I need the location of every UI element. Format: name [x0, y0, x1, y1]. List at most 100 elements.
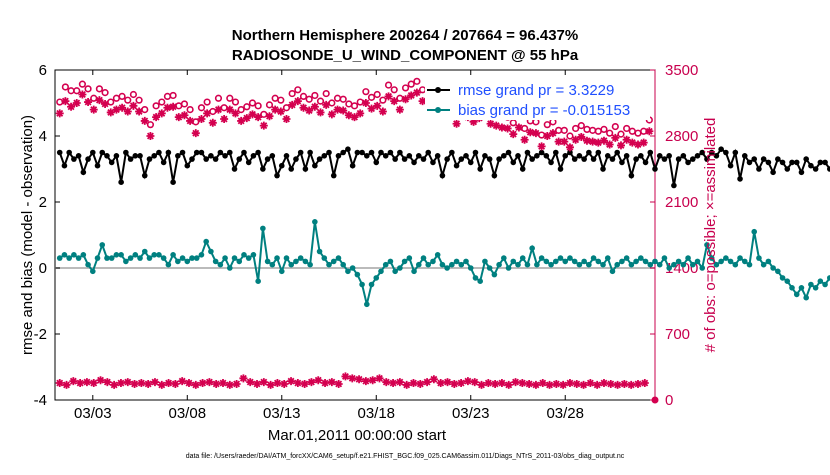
obs-assimilated-low-marker	[361, 377, 370, 386]
obs-assimilated-marker	[554, 137, 563, 146]
obs-assimilated-low-marker	[593, 380, 602, 389]
rmse-point	[250, 153, 257, 159]
bias-point	[732, 261, 739, 268]
rmse-point	[515, 153, 521, 159]
obs-assimilated-low-marker	[531, 380, 540, 389]
obs-assimilated-marker	[78, 90, 87, 99]
rmse-point	[208, 153, 214, 159]
obs-assimilated-low-marker	[293, 379, 302, 388]
rmse-point	[623, 153, 630, 159]
bias-point	[80, 252, 87, 258]
rmse-point	[576, 153, 583, 159]
rmse-point	[789, 159, 795, 166]
obs-assimilated-low-marker	[572, 379, 581, 388]
obs-assimilated-marker	[293, 97, 302, 106]
y-right-tick-label: 2800	[665, 128, 698, 145]
obs-assimilated-low-marker	[525, 379, 534, 388]
rmse-point	[534, 153, 540, 159]
obs-possible-marker	[572, 124, 580, 133]
bias-point	[66, 255, 72, 261]
obs-possible-marker	[282, 104, 291, 112]
bias-point	[179, 255, 186, 261]
x-tick-label: 03/13	[263, 405, 301, 422]
obs-possible-marker	[243, 103, 251, 111]
obs-assimilated-marker	[135, 107, 144, 116]
rmse-point	[510, 159, 517, 166]
obs-assimilated-marker	[254, 113, 263, 122]
obs-assimilated-marker	[259, 121, 268, 130]
rmse-point	[638, 153, 644, 159]
obs-assimilated-marker	[322, 100, 331, 109]
rmse-point	[633, 156, 639, 162]
rmse-point	[727, 162, 734, 169]
rmse-point	[420, 156, 427, 162]
obs-possible-marker	[265, 101, 274, 109]
rmse-point	[675, 156, 682, 162]
rmse-point	[505, 149, 512, 156]
rmse-point	[175, 153, 181, 159]
obs-assimilated-low-marker	[82, 378, 91, 387]
bias-point	[212, 258, 219, 265]
bias-point	[415, 261, 422, 268]
bias-point	[278, 268, 285, 275]
bias-point	[89, 268, 96, 275]
bias-point	[793, 291, 800, 298]
legend-rmse-marker	[435, 87, 441, 93]
obs-assimilated-low-marker	[477, 380, 486, 389]
rmse-point	[449, 149, 455, 156]
rmse-point	[453, 162, 460, 169]
bias-point	[741, 258, 748, 265]
obs-assimilated-marker	[112, 105, 121, 114]
obs-assimilated-marker	[378, 107, 387, 116]
rmse-point	[595, 149, 602, 156]
rmse-point	[458, 156, 465, 162]
rmse-point	[165, 149, 172, 156]
bias-point	[817, 278, 824, 285]
obs-assimilated-marker	[55, 109, 64, 118]
obs-assimilated-low-marker	[436, 379, 445, 388]
obs-assimilated-low-marker	[565, 379, 574, 388]
bias-point	[595, 258, 602, 265]
obs-assimilated-marker	[220, 115, 229, 124]
bias-point	[623, 255, 630, 261]
rmse-point	[765, 159, 772, 166]
rmse-point	[609, 156, 616, 162]
obs-assimilated-low-marker	[76, 379, 85, 388]
rmse-point	[482, 153, 488, 159]
obs-assimilated-low-marker	[55, 379, 64, 388]
bias-point	[760, 261, 767, 268]
obs-assimilated-low-marker	[633, 379, 642, 388]
bias-point	[349, 265, 356, 271]
rmse-point	[803, 156, 809, 162]
obs-possible-marker	[577, 122, 585, 130]
rmse-point	[628, 172, 635, 179]
bias-point	[482, 258, 488, 265]
obs-possible-marker	[214, 94, 223, 102]
bias-point	[297, 255, 304, 261]
obs-assimilated-marker	[265, 112, 274, 121]
rmse-point	[241, 149, 247, 156]
obs-assimilated-marker	[350, 113, 359, 122]
obs-possible-marker	[401, 84, 410, 92]
obs-assimilated-low-marker	[130, 379, 139, 388]
rmse-point	[94, 162, 101, 169]
bias-point	[656, 261, 663, 268]
rmse-point	[179, 149, 186, 156]
obs-assimilated-low-marker	[110, 380, 119, 389]
rmse-point	[302, 166, 309, 172]
obs-assimilated-marker	[390, 97, 399, 106]
obs-possible-marker	[600, 125, 608, 133]
obs-possible-marker	[356, 98, 364, 106]
obs-possible-marker	[322, 89, 330, 98]
obs-assimilated-marker	[497, 123, 506, 132]
rmse-point	[141, 172, 148, 179]
obs-assimilated-marker	[61, 97, 70, 106]
rmse-point	[151, 153, 158, 159]
bias-point	[647, 261, 654, 268]
obs-possible-marker	[203, 98, 211, 106]
bias-point	[642, 258, 649, 265]
obs-assimilated-low-marker	[606, 379, 615, 388]
bias-point	[236, 258, 243, 265]
obs-assimilated-marker	[548, 129, 557, 138]
